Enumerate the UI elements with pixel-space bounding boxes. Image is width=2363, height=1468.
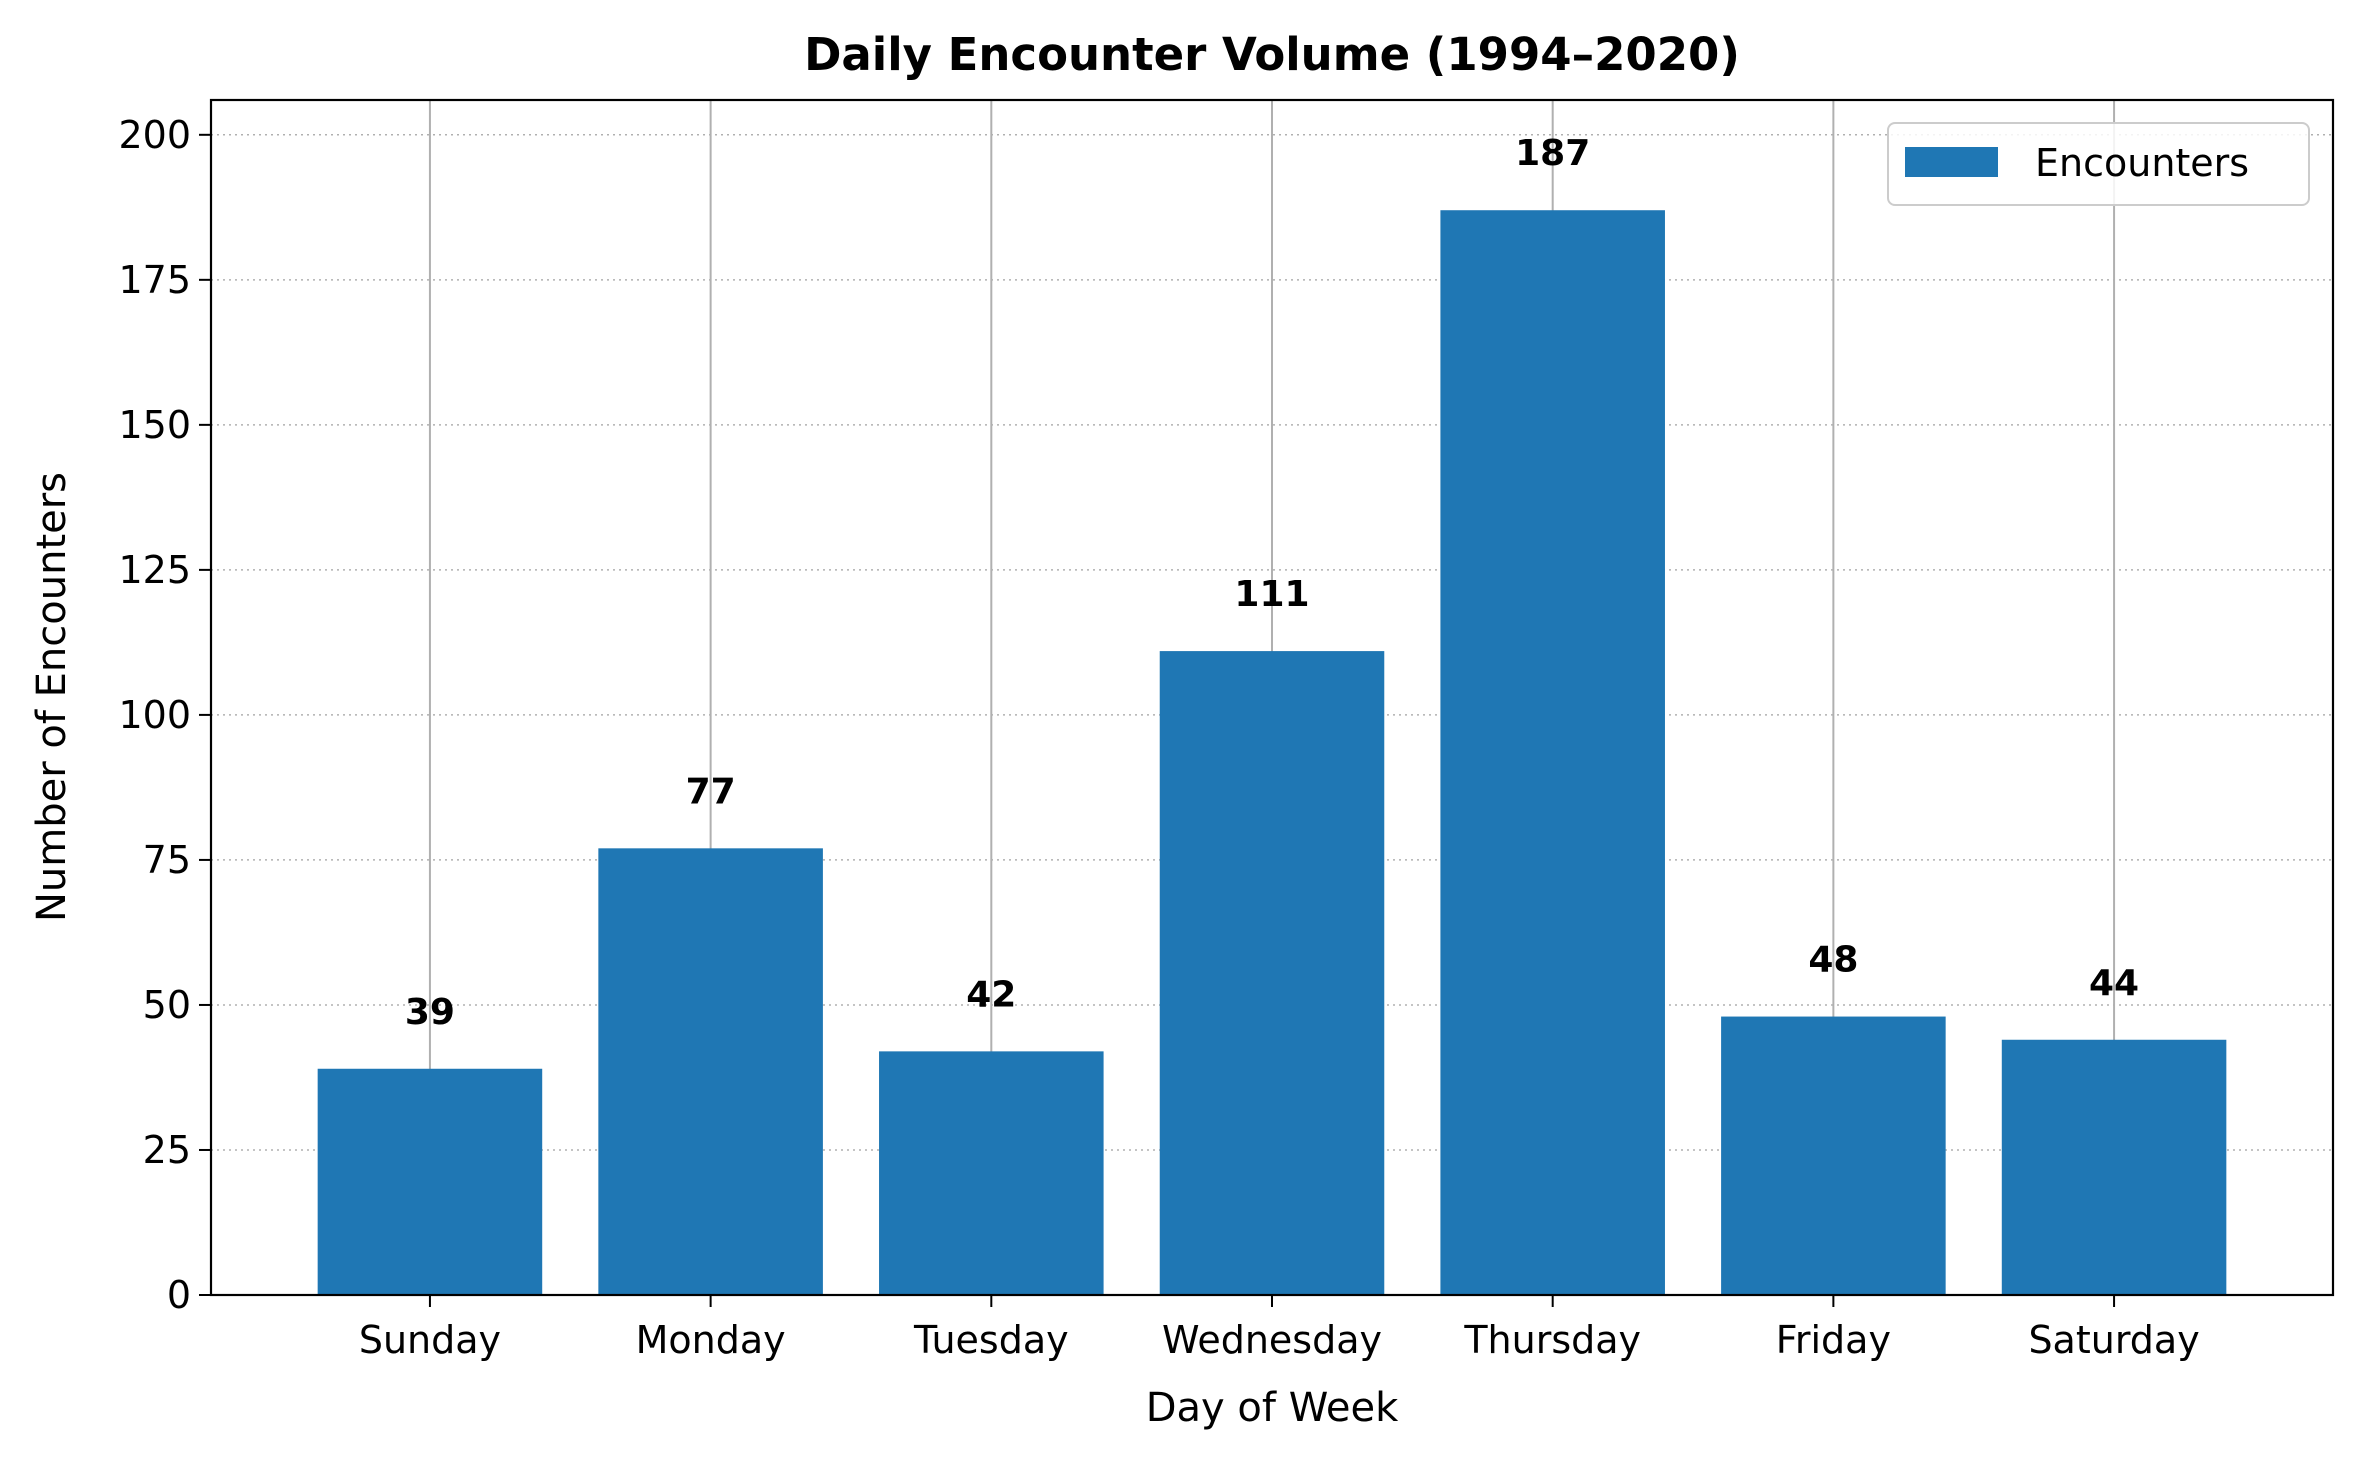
x-axis-label: Day of Week <box>1146 1385 1399 1431</box>
y-tick-label: 200 <box>118 113 191 157</box>
y-tick-label: 125 <box>118 548 191 592</box>
data-label-friday: 48 <box>1808 940 1858 981</box>
bar-tuesday <box>879 1051 1104 1295</box>
x-tick-label-monday: Monday <box>636 1318 786 1362</box>
bars <box>317 210 2227 1295</box>
y-tick-label: 0 <box>167 1273 191 1317</box>
y-tick-label: 75 <box>143 838 191 882</box>
bar-monday <box>598 848 823 1295</box>
bar-thursday <box>1440 210 1665 1295</box>
data-labels: 39 77 42 111 187 48 44 <box>405 133 2139 1033</box>
data-label-saturday: 44 <box>2089 963 2139 1004</box>
data-label-monday: 77 <box>686 771 736 812</box>
x-tick-label-saturday: Saturday <box>2028 1318 2199 1362</box>
legend-label-encounters: Encounters <box>2035 141 2249 185</box>
chart-title: Daily Encounter Volume (1994–2020) <box>804 28 1740 81</box>
y-tick-label: 50 <box>143 983 191 1027</box>
x-tick-label-friday: Friday <box>1776 1318 1891 1362</box>
data-label-thursday: 187 <box>1515 133 1590 174</box>
y-tick-label: 150 <box>118 403 191 447</box>
bar-friday <box>1721 1016 1946 1295</box>
y-tick-label: 25 <box>143 1128 191 1172</box>
legend-frame <box>1887 122 2310 206</box>
bar-sunday <box>317 1068 543 1295</box>
bar-wednesday <box>1159 651 1385 1295</box>
x-tick-label-wednesday: Wednesday <box>1162 1318 1382 1362</box>
y-axis: 0 25 50 75 100 125 150 175 200 <box>118 113 211 1317</box>
x-tick-label-tuesday: Tuesday <box>913 1318 1069 1362</box>
bar-saturday <box>2001 1039 2227 1295</box>
data-label-wednesday: 111 <box>1234 574 1309 615</box>
x-tick-label-thursday: Thursday <box>1463 1318 1641 1362</box>
legend: Encounters <box>1887 122 2310 206</box>
x-tick-label-sunday: Sunday <box>359 1318 501 1362</box>
y-tick-label: 175 <box>118 258 191 302</box>
y-axis-label: Number of Encounters <box>29 472 75 922</box>
data-label-sunday: 39 <box>405 992 455 1033</box>
y-tick-label: 100 <box>118 693 191 737</box>
x-axis: Sunday Monday Tuesday Wednesday Thursday Frid… <box>359 1295 2200 1362</box>
data-label-tuesday: 42 <box>966 974 1016 1015</box>
legend-swatch <box>1905 147 1998 177</box>
